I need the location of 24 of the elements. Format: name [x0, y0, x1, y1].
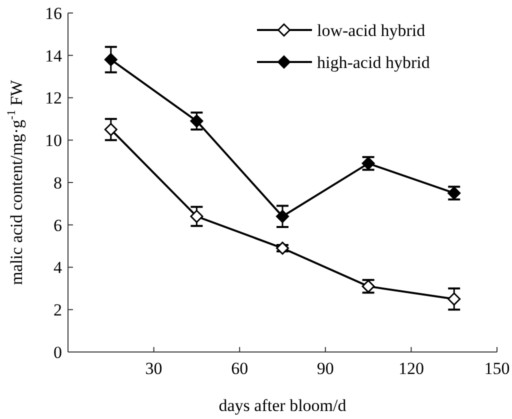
x-tick-label: 90 — [316, 359, 334, 378]
y-tick-label: 14 — [45, 46, 62, 66]
legend-label: high-acid hybrid — [317, 52, 430, 72]
y-tick-label: 6 — [54, 216, 62, 235]
y-tick-label: 2 — [54, 300, 62, 320]
y-tick-label: 8 — [54, 173, 62, 192]
y-tick-label: 16 — [45, 4, 62, 23]
y-tick-label: 4 — [54, 258, 62, 278]
x-tick-label: 150 — [484, 359, 510, 378]
y-tick-label: 0 — [54, 342, 62, 362]
x-axis-title: days after bloom/d — [218, 396, 347, 415]
y-tick-label: 12 — [45, 88, 62, 108]
x-tick-label: 120 — [398, 359, 424, 378]
point — [448, 292, 461, 306]
point — [104, 123, 118, 136]
y-tick-label: 10 — [45, 131, 62, 150]
legend-label: low-acid hybrid — [317, 20, 426, 40]
point — [276, 210, 290, 223]
point — [276, 242, 290, 255]
point — [190, 114, 204, 128]
x-tick-label: 60 — [231, 359, 248, 378]
x-tick-label: 30 — [145, 359, 162, 378]
point — [104, 53, 118, 66]
point — [190, 210, 204, 223]
